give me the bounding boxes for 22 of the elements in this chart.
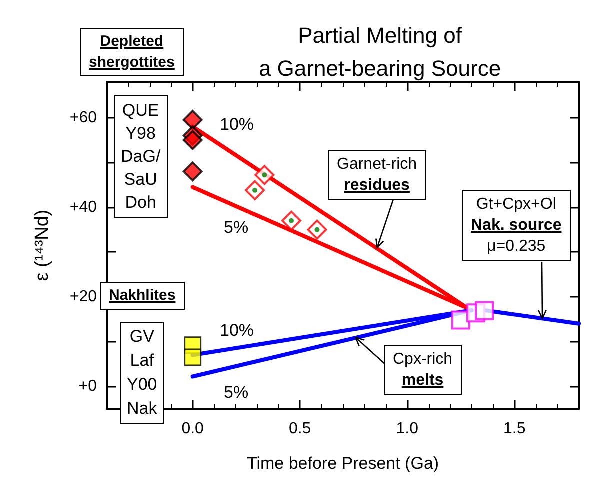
annotation: GV Laf Y00 Nak [127, 326, 158, 420]
annotation: 5% [224, 383, 249, 402]
annotation: 5% [224, 218, 249, 237]
annotation: 10% [220, 321, 254, 340]
chart-title: Partial Melting of a Garnet-bearing Source [258, 23, 502, 81]
x-axis-title: Time before Present (Ga) [246, 454, 440, 473]
annotation: QUE Y98 DaG/ SaU Doh [121, 100, 161, 214]
y-axis-title: ε (¹⁴³Nd) [32, 210, 53, 282]
y-tick-label: +0 [78, 378, 98, 396]
annotation: Cpx-rich melts [393, 350, 453, 391]
y-tick-label: +60 [70, 109, 98, 126]
x-tick-label: 1.5 [504, 420, 526, 438]
y-tick-label: +20 [70, 288, 98, 306]
annotation: 10% [220, 115, 254, 134]
x-tick-label: 0.0 [182, 420, 204, 438]
x-tick-label: 1.0 [396, 420, 419, 438]
annotation: Nakhlites [109, 286, 176, 306]
annotation: Gt+Cpx+Ol Nak. source μ=0.235 [471, 195, 562, 257]
y-tick-label: +40 [70, 198, 98, 216]
annotation: Garnet-rich residues [337, 155, 418, 196]
x-tick-label: 0.5 [288, 420, 312, 438]
text: Depleted shergottites [89, 32, 175, 73]
